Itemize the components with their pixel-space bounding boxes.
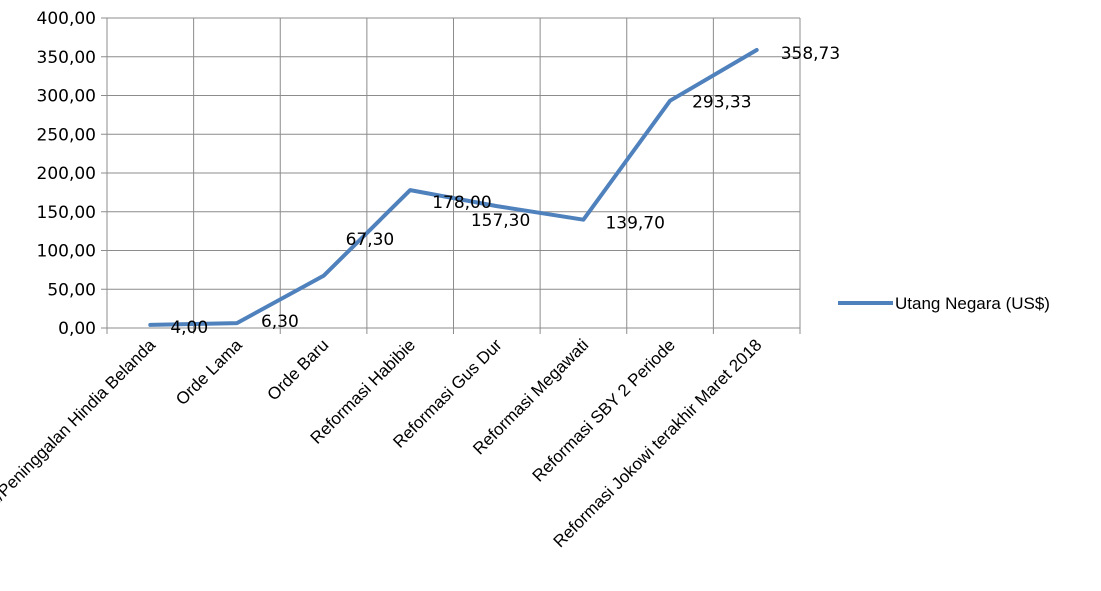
legend: Utang Negara (US$) [838,294,1050,313]
data-label: 67,30 [346,230,395,250]
y-tick-label: 250,00 [37,125,96,145]
y-tick-label: 0,00 [58,319,96,339]
legend-label: Utang Negara (US$) [895,294,1050,313]
y-tick-label: 200,00 [37,164,96,184]
x-category-label: Jajahan/Peninggalan Hindia Belanda [0,335,160,546]
y-tick-label: 50,00 [47,280,96,300]
x-axis-category-labels: Jajahan/Peninggalan Hindia Belanda Orde L… [0,335,766,551]
y-axis-tick-labels: 0,00 50,00 100,00 150,00 200,00 250,00 300,00 3… [37,9,96,339]
data-label: 139,70 [605,214,664,234]
x-category-label: Orde Lama [172,335,246,409]
y-tick-label: 350,00 [37,48,96,68]
data-label: 4,00 [170,318,208,338]
y-tick-label: 100,00 [37,242,96,262]
series-line-utang-negara [148,48,759,327]
y-tick-label: 400,00 [37,9,96,29]
grid-lines [101,17,801,334]
y-tick-label: 300,00 [37,87,96,107]
series-lines [148,48,759,327]
data-label: 157,30 [471,211,530,231]
x-category-label: Reformasi SBY 2 Periode [529,335,679,485]
data-label: 293,33 [692,93,751,113]
data-label: 178,00 [432,193,491,213]
x-category-label: Orde Baru [263,335,332,404]
data-label: 6,30 [261,312,299,332]
y-tick-label: 150,00 [37,203,96,223]
data-label: 358,73 [781,44,840,64]
